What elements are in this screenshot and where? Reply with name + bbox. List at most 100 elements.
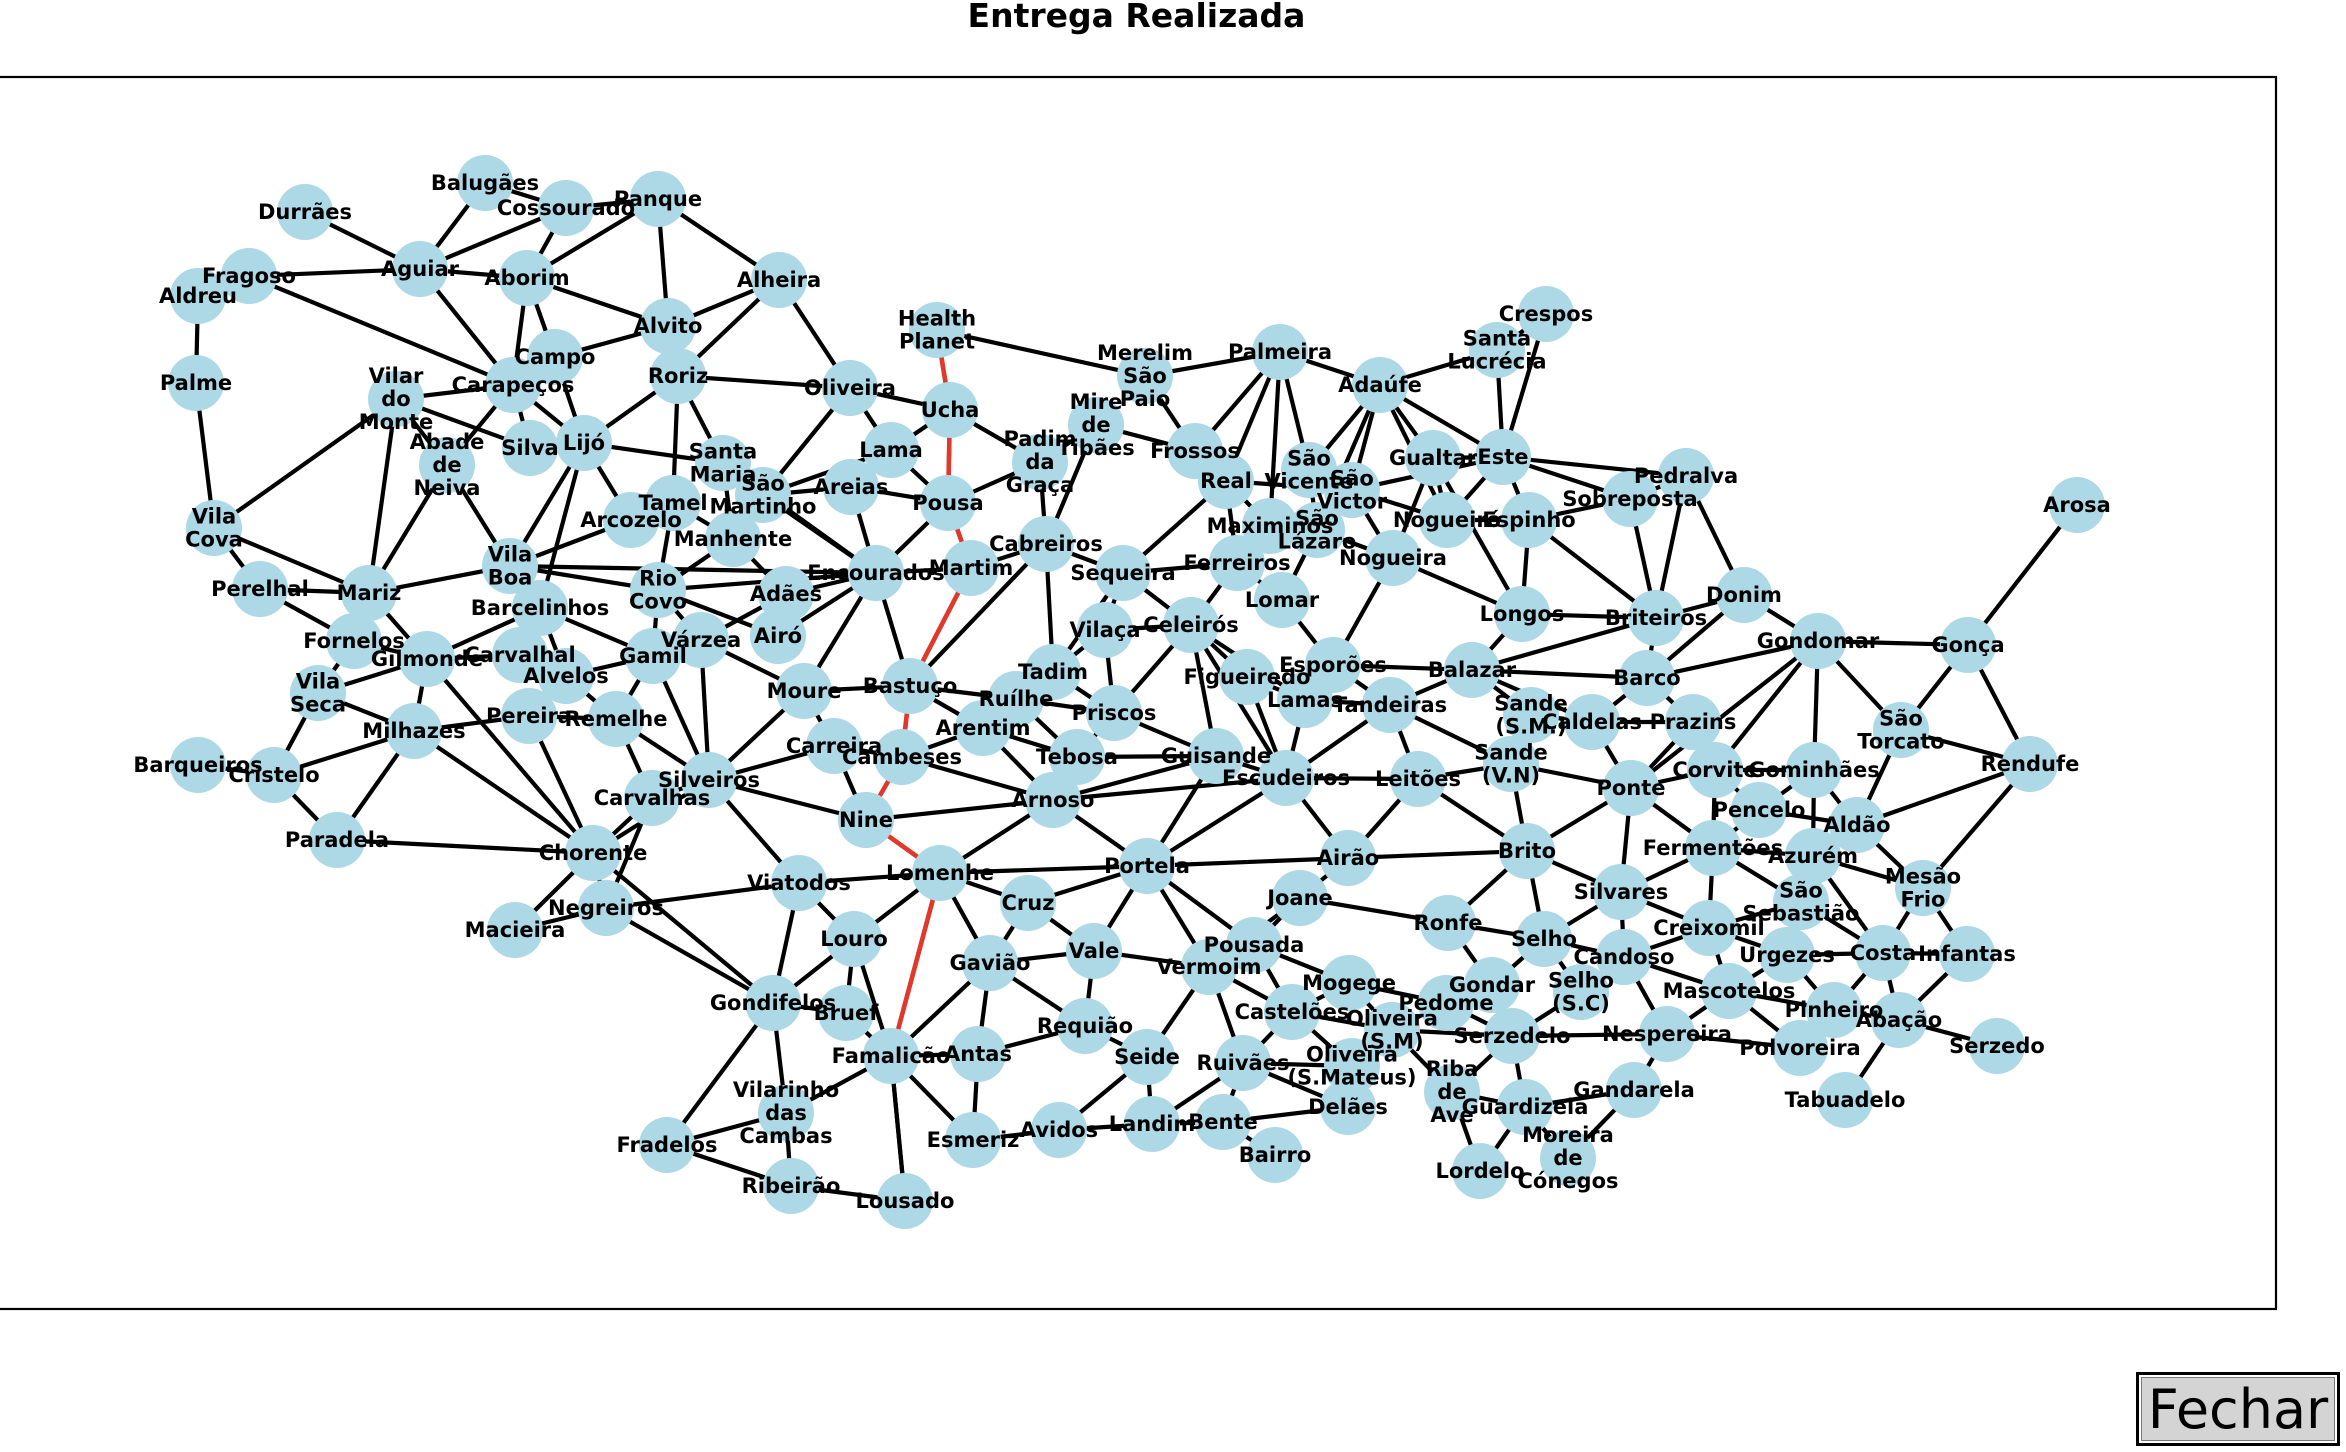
node-manhente[interactable]	[705, 511, 761, 567]
node-campo[interactable]	[527, 329, 583, 385]
node-briteiros[interactable]	[1628, 590, 1684, 646]
node-pedome[interactable]	[1418, 975, 1474, 1031]
node-selho-s-c[interactable]	[1553, 964, 1609, 1020]
node-tamel[interactable]	[645, 475, 701, 531]
node-landim[interactable]	[1124, 1096, 1180, 1152]
node-pinheiro[interactable]	[1806, 982, 1862, 1038]
node-pousada[interactable]	[1226, 917, 1282, 973]
node-sao-martinho[interactable]	[735, 467, 791, 523]
node-oliveira[interactable]	[822, 360, 878, 416]
node-arnoso[interactable]	[1025, 772, 1081, 828]
node-moure[interactable]	[776, 663, 832, 719]
node-portela[interactable]	[1119, 838, 1175, 894]
node-sobreposta[interactable]	[1602, 471, 1658, 527]
node-infantas[interactable]	[1939, 926, 1995, 982]
node-tandeiras[interactable]	[1362, 677, 1418, 733]
node-real[interactable]	[1198, 453, 1254, 509]
node-pedralva[interactable]	[1658, 448, 1714, 504]
node-fermentoes[interactable]	[1685, 820, 1741, 876]
node-carapecos[interactable]	[485, 357, 541, 413]
node-mesao-frio[interactable]	[1895, 860, 1951, 916]
node-joane[interactable]	[1272, 870, 1328, 926]
node-nine[interactable]	[838, 792, 894, 848]
node-rio-covo[interactable]	[630, 562, 686, 618]
node-areias[interactable]	[823, 459, 879, 515]
node-abade-de-neiva[interactable]	[419, 437, 475, 493]
node-arcozelo[interactable]	[603, 492, 659, 548]
node-lijo[interactable]	[556, 415, 612, 471]
node-arosa[interactable]	[2049, 477, 2105, 533]
node-fornelos[interactable]	[326, 613, 382, 669]
node-silvares[interactable]	[1593, 864, 1649, 920]
node-costa[interactable]	[1855, 925, 1911, 981]
node-bairro[interactable]	[1247, 1127, 1303, 1183]
node-alvelos[interactable]	[538, 648, 594, 704]
node-perelhal[interactable]	[232, 561, 288, 617]
node-fradelos[interactable]	[639, 1117, 695, 1173]
node-vilar-do-monte[interactable]	[368, 371, 424, 427]
node-escudeiros[interactable]	[1258, 750, 1314, 806]
node-aldreu[interactable]	[170, 268, 226, 324]
node-vermoim[interactable]	[1181, 939, 1237, 995]
node-corvite[interactable]	[1687, 742, 1743, 798]
node-carvalhal[interactable]	[492, 627, 548, 683]
node-health-planet[interactable]	[909, 302, 965, 358]
node-serzedelo[interactable]	[1484, 1008, 1540, 1064]
node-gondifelos[interactable]	[745, 975, 801, 1031]
node-famalicao[interactable]	[863, 1028, 919, 1084]
node-remelhe[interactable]	[588, 691, 644, 747]
node-selho[interactable]	[1516, 911, 1572, 967]
node-creixomil[interactable]	[1681, 900, 1737, 956]
node-bastuco[interactable]	[882, 658, 938, 714]
node-casteloes[interactable]	[1264, 984, 1320, 1040]
node-merelim-sao-paio[interactable]	[1117, 348, 1173, 404]
node-nogueira[interactable]	[1365, 530, 1421, 586]
node-nespereira[interactable]	[1639, 1006, 1695, 1062]
node-sao-lazaro[interactable]	[1289, 502, 1345, 558]
node-vila-boa[interactable]	[482, 538, 538, 594]
node-urgezes[interactable]	[1759, 927, 1815, 983]
node-sequeira[interactable]	[1095, 545, 1151, 601]
node-ronfe[interactable]	[1420, 895, 1476, 951]
node-esmeriz[interactable]	[945, 1112, 1001, 1168]
node-santa-maria[interactable]	[695, 435, 751, 491]
node-brito[interactable]	[1499, 823, 1555, 879]
node-barcelinhos[interactable]	[512, 580, 568, 636]
node-oliveira-s-mateus[interactable]	[1324, 1038, 1380, 1094]
node-barco[interactable]	[1619, 650, 1675, 706]
node-ferreiros[interactable]	[1209, 535, 1265, 591]
node-ucha[interactable]	[922, 382, 978, 438]
node-alvito[interactable]	[640, 298, 696, 354]
node-maximinos[interactable]	[1242, 498, 1298, 554]
node-santa-lucrecia[interactable]	[1469, 322, 1525, 378]
node-crespos[interactable]	[1518, 286, 1574, 342]
node-palmeira[interactable]	[1252, 324, 1308, 380]
node-longos[interactable]	[1494, 586, 1550, 642]
node-cristelo[interactable]	[246, 747, 302, 803]
node-este[interactable]	[1475, 429, 1531, 485]
node-padim-da-graca[interactable]	[1012, 434, 1068, 490]
node-lomar[interactable]	[1254, 572, 1310, 628]
node-donim[interactable]	[1716, 567, 1772, 623]
node-aldao[interactable]	[1829, 797, 1885, 853]
node-mogege[interactable]	[1321, 955, 1377, 1011]
node-prazins[interactable]	[1665, 694, 1721, 750]
node-delaes[interactable]	[1320, 1079, 1376, 1135]
node-cambeses[interactable]	[874, 729, 930, 785]
node-fragoso[interactable]	[221, 248, 277, 304]
node-bruef[interactable]	[818, 985, 874, 1041]
node-mascotelos[interactable]	[1701, 963, 1757, 1019]
node-macieira[interactable]	[487, 902, 543, 958]
node-rendufe[interactable]	[2002, 736, 2058, 792]
node-gondar[interactable]	[1464, 957, 1520, 1013]
node-gamil[interactable]	[625, 628, 681, 684]
node-sao-victor[interactable]	[1324, 462, 1380, 518]
node-tabuadelo[interactable]	[1817, 1072, 1873, 1128]
node-moreira-de-conegos[interactable]	[1540, 1130, 1596, 1186]
node-aborim[interactable]	[499, 250, 555, 306]
node-lama[interactable]	[863, 422, 919, 478]
node-chorente[interactable]	[565, 825, 621, 881]
node-adaufe[interactable]	[1352, 357, 1408, 413]
node-espinho[interactable]	[1501, 492, 1557, 548]
node-ruivaes[interactable]	[1215, 1035, 1271, 1091]
